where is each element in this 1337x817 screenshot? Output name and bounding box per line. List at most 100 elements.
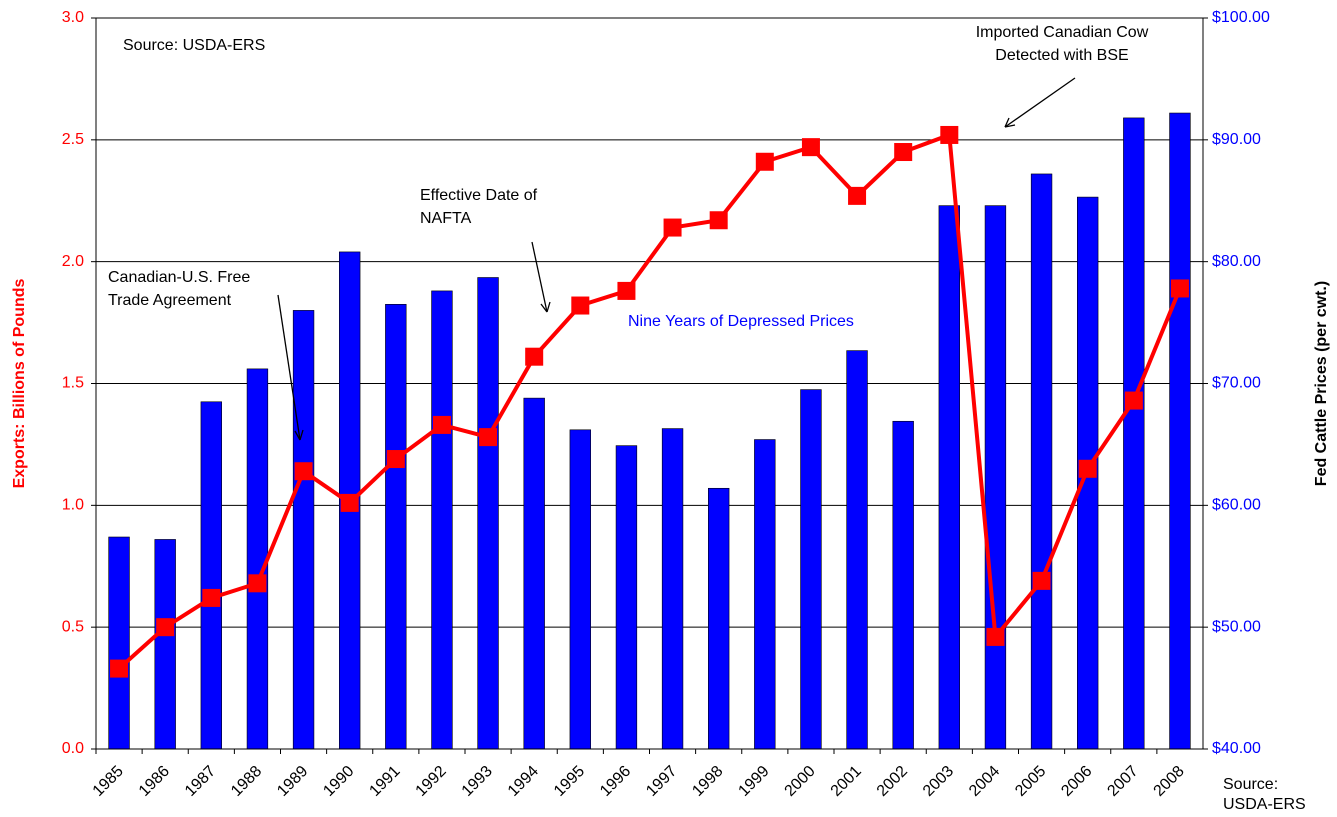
marker [110,659,129,678]
bars [108,112,1191,750]
arrow [1004,77,1076,128]
marker [1032,571,1051,590]
annotation: NAFTA [420,210,472,227]
arrow [531,241,548,313]
x-tick-label: 1994 [505,763,542,800]
marker [1078,459,1097,478]
y2-tick-label: $80.00 [1212,253,1261,270]
marker [248,574,267,593]
marker [894,143,913,162]
marker [709,211,728,230]
y-tick-label: 2.0 [62,253,84,270]
marker [386,450,405,469]
marker [432,415,451,434]
x-tick-label: 1987 [182,763,219,800]
bar [154,539,176,750]
y-tick-label: 0.0 [62,740,84,757]
x-tick-label: 2007 [1104,763,1141,800]
bar [661,428,684,750]
y2-tick-label: $50.00 [1212,618,1261,635]
y-tick-label: 0.5 [62,618,84,635]
annotation: Source: [1223,776,1278,793]
y-tick-label: 1.5 [62,375,84,392]
x-tick-label: 1989 [274,763,311,800]
annotation: Trade Agreement [108,292,232,309]
x-tick-label: 1996 [597,763,634,800]
marker [156,618,175,637]
y2-axis-title: Fed Cattle Prices (per cwt.) [1313,281,1330,486]
arrows [277,77,1076,441]
annotation: Imported Canadian Cow [976,24,1149,41]
x-tick-label: 2005 [1012,763,1049,800]
x-tick-label: 2008 [1151,763,1188,800]
annotation: Canadian-U.S. Free [108,269,250,286]
annotation: Source: USDA-ERS [123,37,265,54]
annotation: Effective Date of [420,187,538,204]
x-tick-label: 2000 [782,763,819,800]
bar [108,536,130,750]
bar [846,350,868,750]
bar [246,368,269,750]
marker [940,125,959,144]
arrowhead [540,301,551,313]
line-series [110,125,1189,678]
line [117,132,1182,671]
x-tick-label: 1990 [320,763,357,800]
marker [479,428,498,447]
x-tick-label: 1995 [551,763,588,800]
marker [663,218,682,237]
marker [755,152,774,171]
bar [615,445,638,750]
y2-tick-label: $40.00 [1212,740,1261,757]
bar [1123,117,1145,750]
marker [340,493,359,512]
bar [569,429,591,750]
arrow [277,294,301,441]
annotation: USDA-ERS [1223,796,1306,813]
axes [95,18,1204,750]
x-tick-label: 1986 [136,763,173,800]
bar [1030,173,1053,750]
bar [754,439,776,750]
x-tick-label: 1997 [643,763,680,800]
x-tick-label: 2001 [828,763,865,800]
bar [892,420,914,750]
y-tick-label: 3.0 [62,9,84,26]
x-tick-label: 1988 [228,763,265,800]
x-tick-label: 1991 [366,763,403,800]
x-tick-label: 1999 [735,763,772,800]
bar [292,310,315,750]
arrowhead [294,429,304,441]
bar [1169,112,1191,750]
bar [385,304,407,750]
marker [617,281,636,300]
bar [431,290,453,750]
x-tick-label: 2006 [1058,763,1095,800]
x-tick-label: 1985 [90,763,127,800]
x-tick-label: 1998 [689,763,726,800]
arrowhead [1004,117,1016,128]
y-tick-label: 2.5 [62,131,84,148]
marker [571,296,590,315]
y2-tick-label: $100.00 [1212,9,1270,26]
bar [708,487,730,750]
marker [1170,279,1189,298]
marker [294,462,313,481]
marker [848,186,867,205]
bar [800,389,822,750]
y-tick-label: 1.0 [62,497,84,514]
x-tick-label: 1992 [413,763,450,800]
y-axis-title: Exports: Billions of Pounds [11,279,28,489]
x-tick-label: 2002 [874,763,911,800]
y2-tick-label: $70.00 [1212,375,1261,392]
bar [938,205,960,750]
annotation: Nine Years of Depressed Prices [628,313,854,330]
annotation: Detected with BSE [995,47,1128,64]
x-tick-label: 2004 [966,763,1003,800]
bar [984,205,1007,750]
bar [523,397,545,750]
bar [477,277,499,750]
marker [801,138,820,157]
y2-tick-label: $60.00 [1212,497,1261,514]
